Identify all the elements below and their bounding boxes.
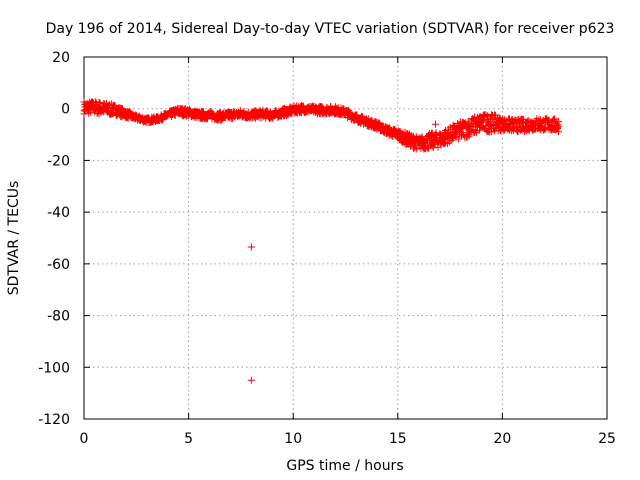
x-tick-label: 25 bbox=[598, 431, 616, 447]
data-point bbox=[551, 115, 559, 123]
grid-lines bbox=[84, 57, 607, 419]
outlier-point bbox=[247, 376, 255, 384]
outlier-point bbox=[431, 120, 439, 128]
x-tick-label: 5 bbox=[184, 431, 193, 447]
chart-title: Day 196 of 2014, Sidereal Day-to-day VTE… bbox=[46, 21, 615, 37]
data-point bbox=[432, 129, 440, 137]
data-point bbox=[554, 128, 562, 136]
y-tick-label: -60 bbox=[47, 257, 70, 273]
data-point bbox=[465, 132, 473, 140]
data-point bbox=[554, 121, 562, 129]
data-point bbox=[491, 111, 499, 119]
y-tick-label: 0 bbox=[61, 102, 70, 118]
x-tick-label: 15 bbox=[389, 431, 407, 447]
y-tick-label: 20 bbox=[52, 50, 70, 66]
x-tick-label: 10 bbox=[284, 431, 302, 447]
data-point bbox=[96, 99, 104, 107]
y-axis-label: SDTVAR / TECUs bbox=[6, 181, 22, 296]
y-tick-label: -20 bbox=[47, 153, 70, 169]
x-tick-label: 20 bbox=[493, 431, 511, 447]
plot-frame bbox=[83, 56, 608, 420]
tick-labels: 0 5 10 15 20 25 20 0 -20 -40 -60 -80 -100 -120 bbox=[38, 50, 616, 447]
y-tick-label: -100 bbox=[38, 360, 70, 376]
y-tick-label: -80 bbox=[47, 309, 70, 325]
data-points bbox=[80, 98, 562, 384]
y-tick-label: -120 bbox=[38, 412, 70, 428]
data-point bbox=[478, 117, 486, 125]
axis-ticks bbox=[83, 56, 608, 420]
data-point bbox=[375, 119, 383, 127]
y-tick-label: -40 bbox=[47, 205, 70, 221]
x-tick-label: 0 bbox=[80, 431, 89, 447]
x-axis-label: GPS time / hours bbox=[286, 458, 403, 474]
outlier-point bbox=[247, 243, 255, 251]
